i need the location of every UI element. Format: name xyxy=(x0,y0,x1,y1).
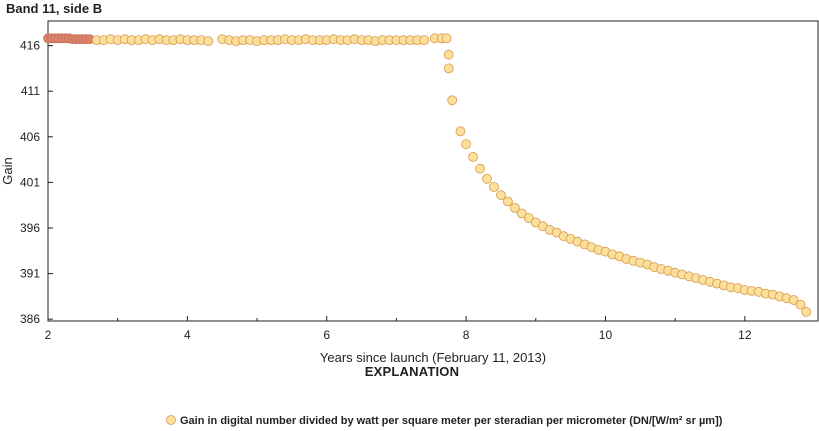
y-axis: 386 391 396 401 406 411 416 xyxy=(20,39,53,326)
data-point xyxy=(443,63,454,74)
data-point xyxy=(455,126,466,137)
y-tick-label: 406 xyxy=(20,130,40,144)
data-point xyxy=(489,182,499,192)
data-point xyxy=(801,306,812,317)
data-point xyxy=(502,196,513,207)
data-point xyxy=(419,35,430,45)
y-tick-label: 401 xyxy=(20,175,40,189)
data-point xyxy=(475,163,485,174)
x-tick-label: 12 xyxy=(738,328,752,342)
legend-label: Gain in digital number divided by watt p… xyxy=(180,415,723,427)
data-points-group xyxy=(43,33,812,317)
y-tick-label: 416 xyxy=(20,39,40,53)
x-tick-label: 4 xyxy=(184,328,191,342)
x-axis-title: Years since launch (February 11, 2013) xyxy=(320,350,546,365)
x-tick-label: 2 xyxy=(45,328,52,342)
data-point xyxy=(516,208,527,219)
data-point xyxy=(788,295,799,305)
data-point xyxy=(461,139,472,150)
data-point xyxy=(443,49,454,60)
y-axis-title: Gain xyxy=(0,157,15,184)
x-axis: 2 4 6 8 10 12 xyxy=(45,316,752,342)
data-point xyxy=(795,299,806,310)
data-point xyxy=(523,213,534,223)
data-point xyxy=(468,151,479,162)
y-tick-label: 411 xyxy=(21,84,40,98)
data-point xyxy=(441,33,452,44)
y-tick-label: 396 xyxy=(20,221,40,235)
data-point xyxy=(495,190,506,201)
y-tick-label: 391 xyxy=(20,267,40,281)
data-point xyxy=(203,36,214,46)
data-point xyxy=(482,173,492,184)
data-point xyxy=(510,202,520,213)
data-point xyxy=(447,95,458,106)
x-tick-label: 10 xyxy=(599,328,613,342)
x-tick-label: 6 xyxy=(323,328,330,342)
y-tick-label: 386 xyxy=(20,312,40,326)
x-tick-label: 8 xyxy=(463,328,470,342)
legend-marker xyxy=(166,415,176,425)
plot-area xyxy=(47,20,819,322)
legend-title: EXPLANATION xyxy=(365,364,459,379)
chart-title: Band 11, side B xyxy=(6,1,102,16)
